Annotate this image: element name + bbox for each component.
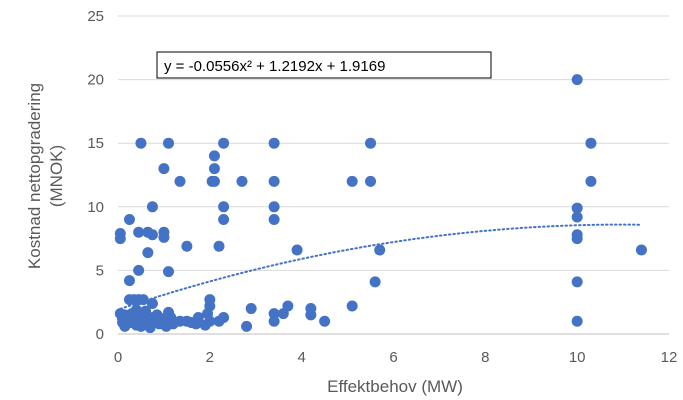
data-point [374,244,386,256]
trendline-equation-label: y = -0.0556x² + 1.2192x + 1.9169 [164,58,385,75]
data-point [635,244,647,256]
data-point [571,233,583,245]
data-point [571,276,583,288]
data-point [133,226,145,238]
data-point [346,175,358,187]
x-tick-label: 6 [389,349,397,366]
data-point [192,311,204,323]
data-point [218,137,230,149]
data-point [114,233,126,245]
data-point [208,163,220,175]
trendline-curve [119,223,643,310]
data-point [571,74,583,86]
data-point [236,175,248,187]
x-tick-labels: 0 2 4 6 8 10 12 [114,349,678,366]
x-tick-label: 10 [569,349,586,366]
data-point [146,229,158,241]
data-point [245,303,257,315]
data-point [241,320,253,332]
x-tick-label: 12 [661,349,678,366]
y-axis-title: Kostnad nettopgradering (MNOK) [25,83,66,269]
y-tick-label: 5 [96,262,104,279]
data-point [174,175,186,187]
data-point [268,201,280,213]
data-point [291,244,303,256]
data-point [146,297,158,309]
data-point [204,315,216,327]
y-tick-label: 15 [87,135,104,152]
data-point [268,315,280,327]
y-tick-label: 10 [87,199,104,216]
x-tick-label: 0 [114,349,122,366]
x-axis-title: Effektbehov (MW) [327,377,463,396]
data-point [346,300,358,312]
data-point [268,175,280,187]
data-point [218,214,230,226]
data-point [369,276,381,288]
data-point [571,211,583,223]
data-point [282,300,294,312]
data-point [208,175,220,187]
data-point [142,247,154,259]
x-tick-label: 8 [481,349,489,366]
data-point [268,308,280,320]
trendline [119,223,643,310]
y-axis-title-line-1: Kostnad nettopgradering [25,83,44,269]
data-point [137,294,149,306]
data-point [571,202,583,214]
data-points [114,74,647,334]
data-point [163,266,175,278]
data-point [133,264,145,276]
y-axis-title-line-2: (MNOK) [47,145,66,207]
data-point [571,315,583,327]
data-point [218,201,230,213]
data-point [158,231,170,243]
x-tick-label: 2 [206,349,214,366]
data-point [123,214,135,226]
trendline-equation-box: y = -0.0556x² + 1.2192x + 1.9169 [156,51,492,79]
data-point [163,137,175,149]
data-point [158,163,170,175]
y-tick-labels: 0 5 10 15 20 25 [87,8,104,343]
data-point [585,137,597,149]
data-point [135,137,147,149]
data-point [305,309,317,321]
data-point [585,175,597,187]
x-tick-label: 4 [297,349,305,366]
y-tick-label: 0 [96,326,104,343]
data-point [268,214,280,226]
y-tick-label: 20 [87,72,104,89]
data-point [268,137,280,149]
data-point [365,175,377,187]
data-point [146,201,158,213]
data-point [204,300,216,312]
data-point [365,137,377,149]
data-point [123,275,135,287]
data-point [218,311,230,323]
data-point [181,240,193,252]
y-tick-label: 25 [87,8,104,25]
data-point [213,240,225,252]
data-point [208,150,220,162]
data-point [319,315,331,327]
